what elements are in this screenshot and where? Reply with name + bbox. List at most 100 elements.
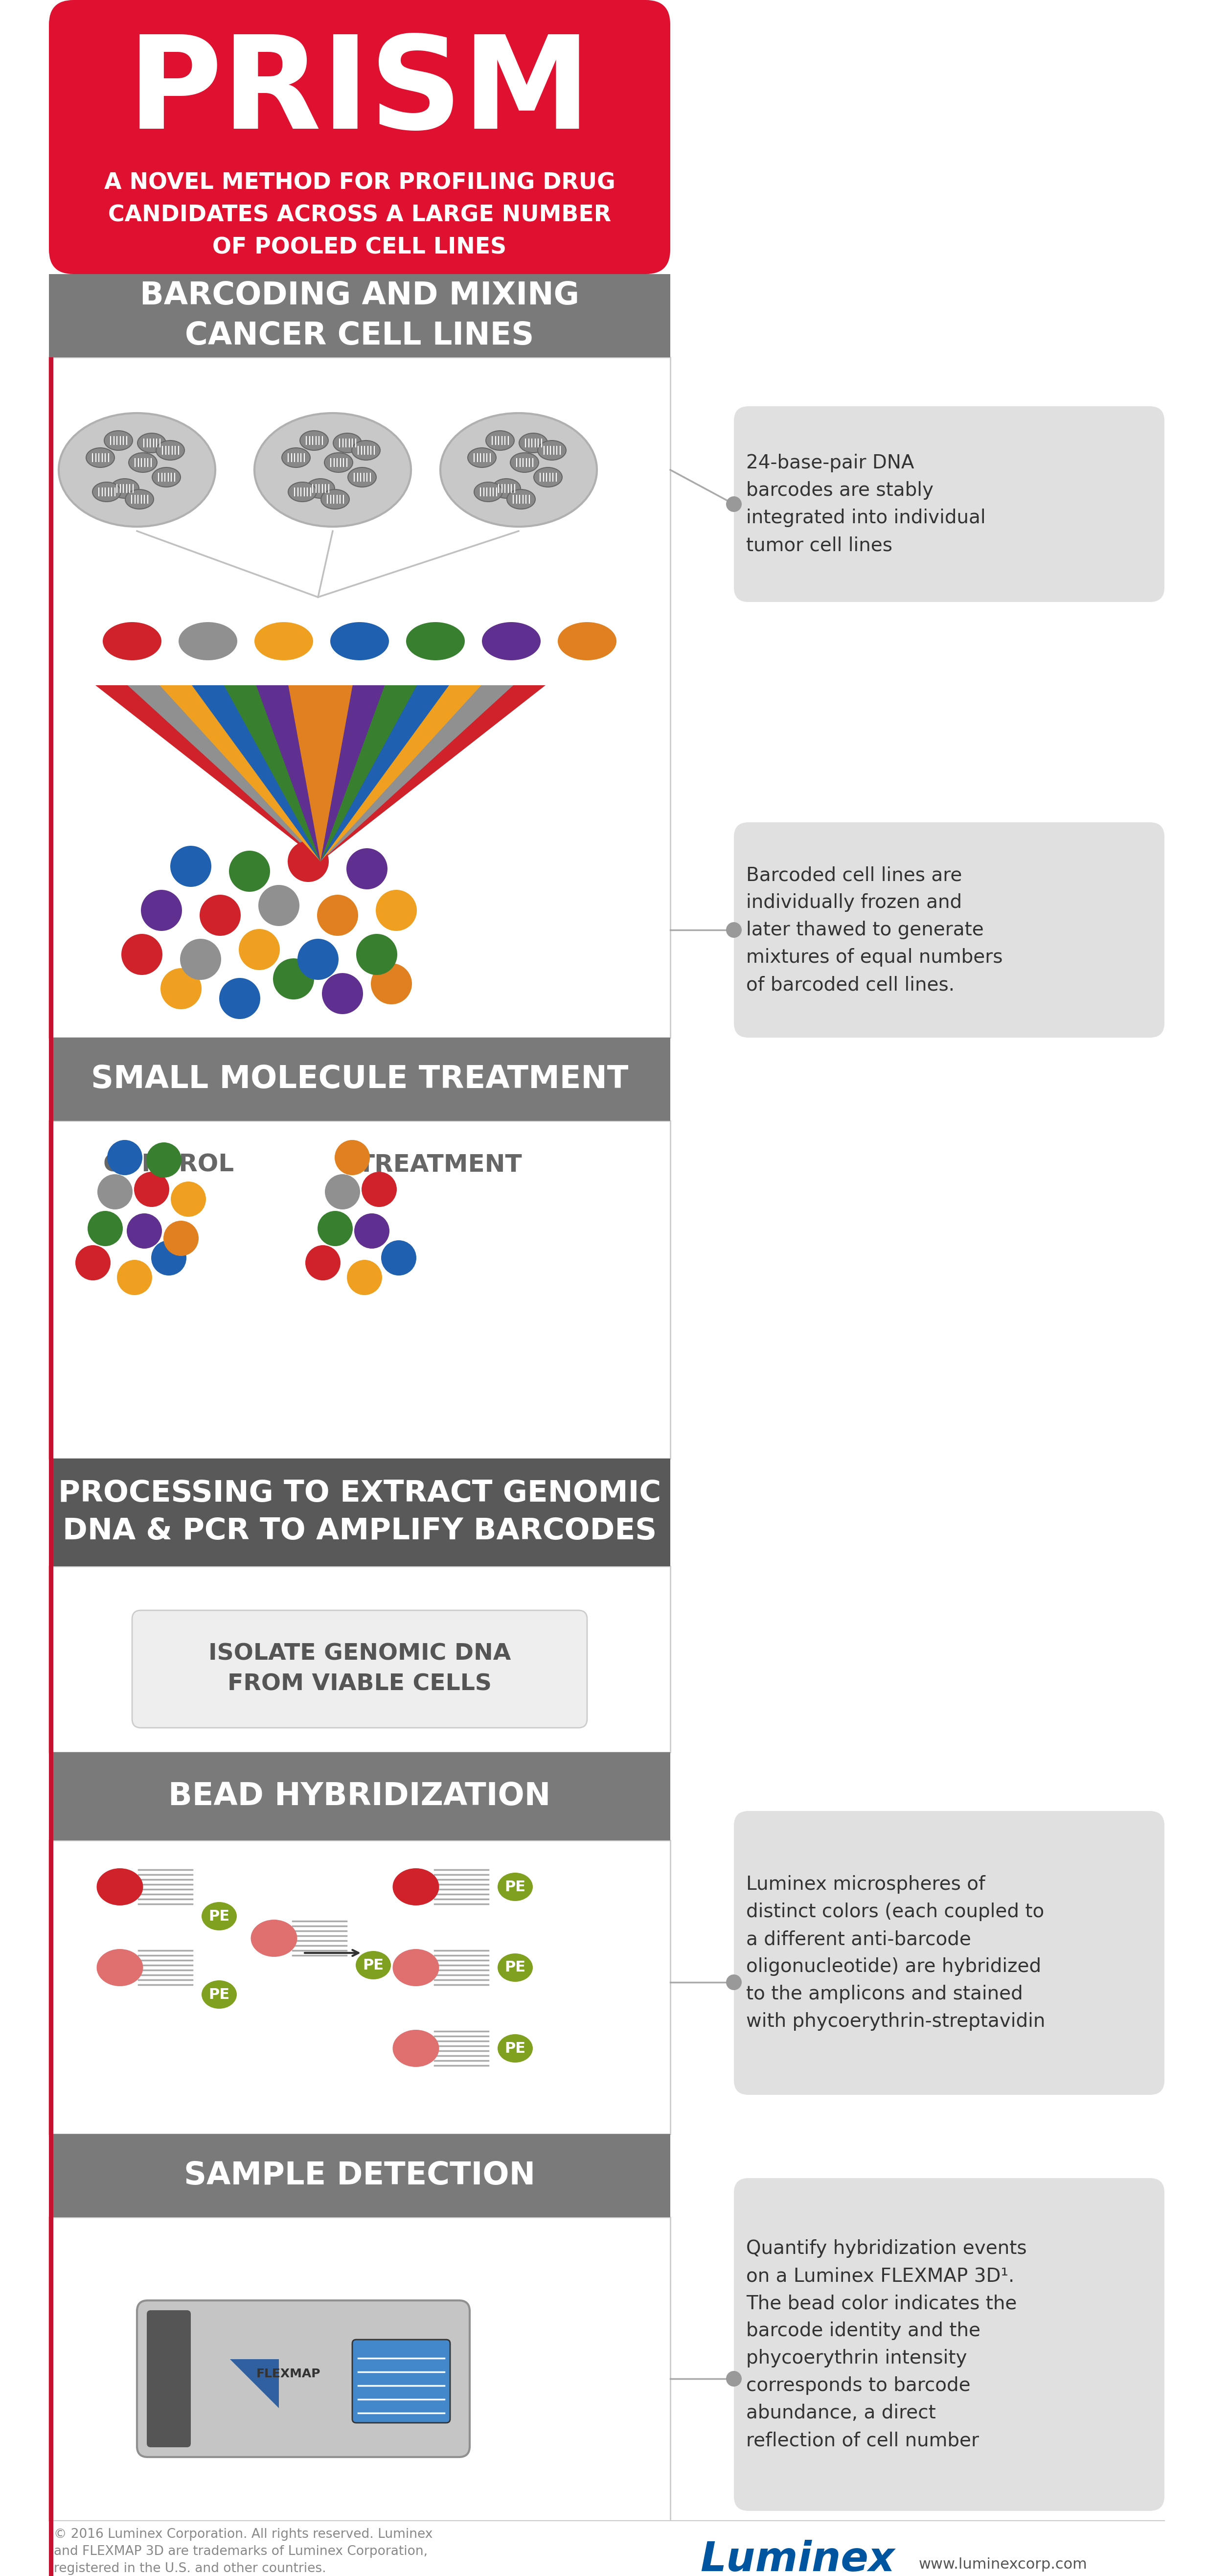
FancyBboxPatch shape [49, 1121, 670, 1458]
Circle shape [322, 974, 363, 1015]
Ellipse shape [325, 453, 352, 471]
Circle shape [229, 850, 270, 891]
Ellipse shape [307, 479, 334, 497]
Ellipse shape [152, 466, 181, 487]
Polygon shape [95, 685, 546, 860]
Circle shape [334, 1141, 369, 1175]
Ellipse shape [255, 412, 410, 526]
Ellipse shape [129, 453, 157, 471]
Circle shape [305, 1244, 340, 1280]
Circle shape [122, 935, 163, 974]
Text: A NOVEL METHOD FOR PROFILING DRUG
CANDIDATES ACROSS A LARGE NUMBER
OF POOLED CEL: A NOVEL METHOD FOR PROFILING DRUG CANDID… [104, 173, 616, 258]
Circle shape [180, 938, 221, 979]
Circle shape [117, 1260, 152, 1296]
Polygon shape [225, 685, 416, 860]
Circle shape [317, 894, 358, 935]
Circle shape [727, 2370, 742, 2385]
FancyBboxPatch shape [49, 358, 53, 2576]
FancyBboxPatch shape [49, 1566, 670, 1752]
Circle shape [98, 1175, 133, 1211]
FancyBboxPatch shape [0, 2522, 1207, 2576]
Text: BEAD HYBRIDIZATION: BEAD HYBRIDIZATION [169, 1780, 550, 1811]
Text: www.luminexcorp.com: www.luminexcorp.com [919, 2558, 1088, 2571]
Text: PE: PE [209, 1989, 229, 2002]
FancyBboxPatch shape [49, 2133, 670, 2218]
Ellipse shape [474, 482, 502, 502]
Ellipse shape [202, 1901, 237, 1929]
Circle shape [287, 840, 328, 881]
Text: Luminex microspheres of
distinct colors (each coupled to
a different anti-barcod: Luminex microspheres of distinct colors … [746, 1875, 1045, 2030]
Text: PE: PE [209, 1909, 229, 1924]
Ellipse shape [59, 412, 215, 526]
FancyBboxPatch shape [352, 2339, 450, 2424]
Text: PE: PE [363, 1958, 384, 1973]
FancyBboxPatch shape [734, 822, 1165, 1038]
Text: BARCODING AND MIXING
CANCER CELL LINES: BARCODING AND MIXING CANCER CELL LINES [140, 281, 579, 350]
Text: Quantify hybridization events
on a Luminex FLEXMAP 3D¹.
The bead color indicates: Quantify hybridization events on a Lumin… [746, 2239, 1027, 2450]
Ellipse shape [497, 1873, 532, 1901]
Ellipse shape [392, 1868, 439, 1906]
Ellipse shape [97, 1950, 144, 1986]
Ellipse shape [468, 448, 496, 466]
Ellipse shape [482, 621, 541, 659]
Ellipse shape [126, 489, 153, 510]
Ellipse shape [558, 621, 617, 659]
Text: PROCESSING TO EXTRACT GENOMIC
DNA & PCR TO AMPLIFY BARCODES: PROCESSING TO EXTRACT GENOMIC DNA & PCR … [58, 1479, 661, 1546]
Circle shape [146, 1141, 181, 1177]
Ellipse shape [299, 430, 328, 451]
Text: PE: PE [505, 2040, 526, 2056]
Circle shape [170, 845, 211, 886]
Ellipse shape [392, 2030, 439, 2066]
Ellipse shape [138, 433, 165, 453]
Ellipse shape [103, 621, 162, 659]
Text: SMALL MOLECULE TREATMENT: SMALL MOLECULE TREATMENT [91, 1064, 629, 1095]
Circle shape [151, 1239, 186, 1275]
Circle shape [381, 1239, 416, 1275]
Circle shape [199, 894, 240, 935]
Text: FLEXMAP: FLEXMAP [257, 2367, 321, 2380]
FancyBboxPatch shape [132, 1610, 587, 1728]
FancyBboxPatch shape [49, 0, 670, 273]
Polygon shape [159, 685, 482, 860]
FancyBboxPatch shape [49, 1038, 670, 1121]
Ellipse shape [281, 448, 310, 466]
Circle shape [134, 1172, 169, 1208]
Circle shape [127, 1213, 162, 1249]
Ellipse shape [255, 621, 313, 659]
Circle shape [317, 1211, 352, 1247]
Text: Luminex: Luminex [700, 2540, 894, 2576]
Circle shape [371, 963, 412, 1005]
Ellipse shape [104, 430, 133, 451]
FancyBboxPatch shape [49, 1458, 670, 1566]
Ellipse shape [321, 489, 349, 510]
FancyBboxPatch shape [734, 2179, 1165, 2512]
Ellipse shape [97, 1868, 144, 1906]
Circle shape [107, 1141, 142, 1175]
Ellipse shape [519, 433, 548, 453]
Text: ISOLATE GENOMIC DNA
FROM VIABLE CELLS: ISOLATE GENOMIC DNA FROM VIABLE CELLS [209, 1643, 511, 1695]
Text: CONTROL: CONTROL [104, 1154, 234, 1177]
Circle shape [375, 889, 416, 930]
Ellipse shape [93, 482, 121, 502]
Text: PRISM: PRISM [128, 31, 591, 155]
Polygon shape [231, 2360, 279, 2409]
Ellipse shape [331, 621, 389, 659]
Polygon shape [192, 685, 449, 860]
FancyBboxPatch shape [49, 358, 670, 1038]
Circle shape [297, 938, 339, 979]
Circle shape [239, 930, 280, 971]
FancyBboxPatch shape [147, 2311, 191, 2447]
Ellipse shape [511, 453, 538, 471]
Ellipse shape [533, 466, 562, 487]
Ellipse shape [507, 489, 535, 510]
Circle shape [88, 1211, 123, 1247]
Circle shape [325, 1175, 360, 1211]
Circle shape [258, 886, 299, 925]
Text: SAMPLE DETECTION: SAMPLE DETECTION [183, 2161, 535, 2190]
Ellipse shape [537, 440, 566, 461]
Ellipse shape [486, 430, 514, 451]
Ellipse shape [348, 466, 377, 487]
Text: © 2016 Luminex Corporation. All rights reserved. Luminex
and FLEXMAP 3D are trad: © 2016 Luminex Corporation. All rights r… [54, 2527, 432, 2576]
FancyBboxPatch shape [49, 1752, 670, 1839]
FancyBboxPatch shape [49, 273, 670, 358]
